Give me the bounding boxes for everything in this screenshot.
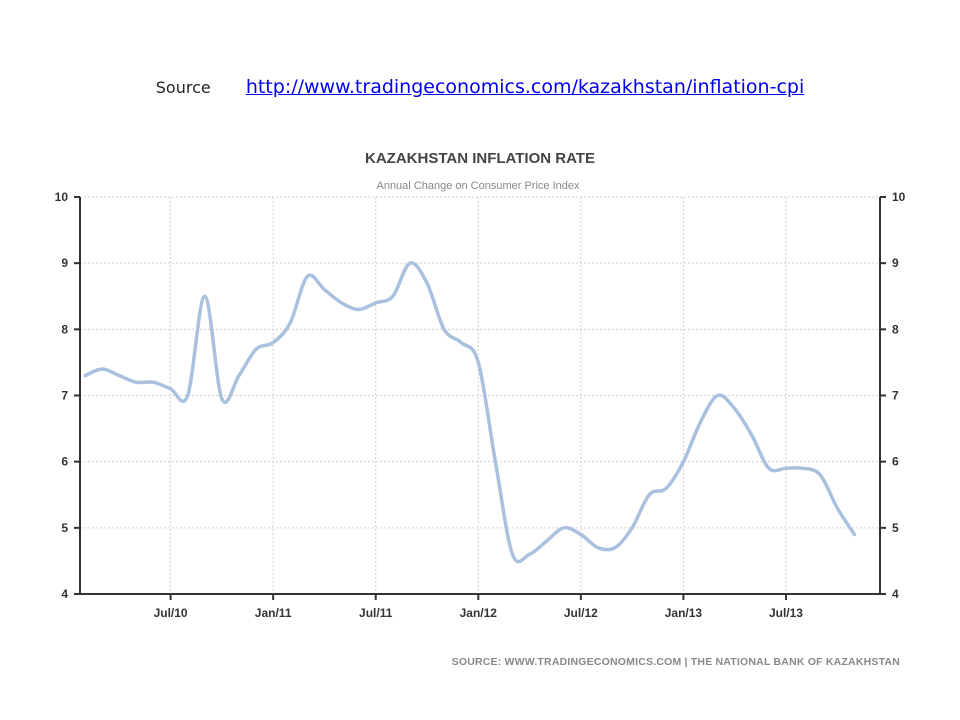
y-tick-label-right: 4 — [892, 587, 899, 601]
y-tick-labels: 4 4 5 5 6 6 7 7 8 8 9 9 10 10 — [55, 190, 906, 601]
source-label: Source — [155, 78, 211, 97]
chart-footer-source: SOURCE: WWW.TRADINGECONOMICS.COM | THE N… — [452, 656, 900, 668]
x-tick-label: Jul/13 — [769, 606, 803, 620]
y-tick-label-right: 7 — [892, 389, 899, 403]
x-tick-labels: Jul/10 Jan/11 Jul/11 Jan/12 Jul/12 Jan/13 Jul/… — [154, 594, 803, 620]
inflation-rate-line — [83, 261, 857, 564]
y-tick-label-left: 4 — [61, 587, 68, 601]
y-tick-label-right: 5 — [892, 521, 899, 535]
y-tick-label-left: 6 — [61, 455, 68, 469]
x-tick-label: Jan/12 — [460, 606, 498, 620]
y-tick-label-right: 10 — [892, 190, 906, 204]
y-tick-label-right: 8 — [892, 322, 899, 336]
y-tick-label-left: 9 — [61, 256, 68, 270]
x-tick-label: Jul/11 — [359, 606, 393, 620]
x-tick-label: Jul/12 — [564, 606, 598, 620]
chart-subtitle: Annual Change on Consumer Price Index — [376, 180, 580, 192]
source-line: Source http://www.tradingeconomics.com/k… — [0, 76, 960, 98]
source-url-link[interactable]: http://www.tradingeconomics.com/kazakhst… — [245, 76, 805, 98]
chart-title: KAZAKHSTAN INFLATION RATE — [365, 150, 595, 167]
x-tick-label: Jan/13 — [665, 606, 703, 620]
y-tick-label-right: 6 — [892, 455, 899, 469]
y-tick-label-right: 9 — [892, 256, 899, 270]
y-tick-label-left: 7 — [61, 389, 68, 403]
y-tick-label-left: 8 — [61, 322, 68, 336]
y-tick-label-left: 10 — [55, 190, 69, 204]
x-tick-label: Jan/11 — [255, 606, 292, 620]
x-tick-label: Jul/10 — [154, 606, 188, 620]
grid-lines — [80, 196, 880, 595]
series-layer — [83, 261, 857, 564]
y-tick-label-left: 5 — [61, 521, 68, 535]
